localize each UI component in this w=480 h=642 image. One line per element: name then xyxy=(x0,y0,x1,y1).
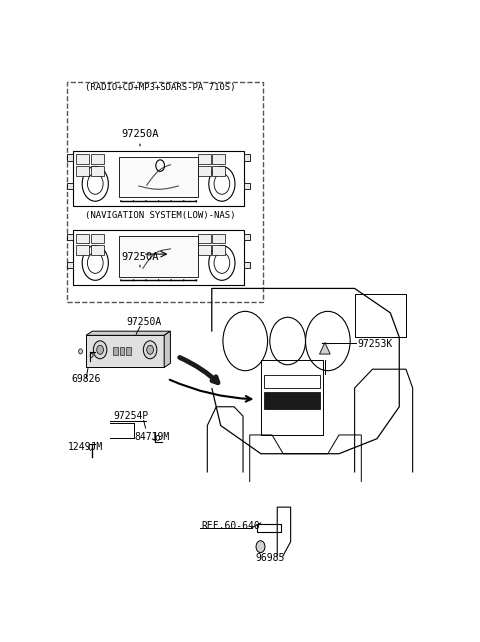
Polygon shape xyxy=(67,234,73,240)
Circle shape xyxy=(147,345,154,354)
Text: 97250A: 97250A xyxy=(121,252,159,263)
Polygon shape xyxy=(198,234,211,243)
Circle shape xyxy=(133,200,134,202)
Polygon shape xyxy=(120,347,124,355)
Circle shape xyxy=(170,200,172,202)
Circle shape xyxy=(79,349,83,354)
Text: 97250A: 97250A xyxy=(121,129,159,139)
Polygon shape xyxy=(76,234,89,243)
Polygon shape xyxy=(91,245,104,255)
Circle shape xyxy=(183,200,184,202)
Circle shape xyxy=(158,200,159,202)
Polygon shape xyxy=(91,234,104,243)
Circle shape xyxy=(145,200,147,202)
Polygon shape xyxy=(126,347,131,355)
Polygon shape xyxy=(119,157,198,197)
Text: REF.60-640: REF.60-640 xyxy=(202,521,260,531)
Circle shape xyxy=(120,200,121,202)
Polygon shape xyxy=(244,262,250,268)
Circle shape xyxy=(96,345,104,354)
Polygon shape xyxy=(244,183,250,189)
Polygon shape xyxy=(264,392,320,409)
Circle shape xyxy=(144,341,157,359)
Text: 96985: 96985 xyxy=(255,553,285,562)
Polygon shape xyxy=(67,262,73,268)
Polygon shape xyxy=(119,236,198,277)
Polygon shape xyxy=(320,342,330,354)
Circle shape xyxy=(158,279,159,281)
Text: 1249JM: 1249JM xyxy=(67,442,103,452)
Polygon shape xyxy=(213,245,225,255)
Text: 69826: 69826 xyxy=(71,374,100,383)
Text: 97253K: 97253K xyxy=(358,339,393,349)
Circle shape xyxy=(196,279,197,281)
Polygon shape xyxy=(213,234,225,243)
Polygon shape xyxy=(164,331,170,367)
Polygon shape xyxy=(76,166,89,176)
Circle shape xyxy=(196,200,197,202)
Polygon shape xyxy=(86,331,170,335)
Polygon shape xyxy=(198,166,211,176)
Text: 97250A: 97250A xyxy=(126,317,161,327)
Polygon shape xyxy=(76,245,89,255)
Circle shape xyxy=(133,279,134,281)
Polygon shape xyxy=(86,335,164,367)
Polygon shape xyxy=(213,166,225,176)
Polygon shape xyxy=(91,166,104,176)
Polygon shape xyxy=(91,155,104,164)
Polygon shape xyxy=(198,155,211,164)
Polygon shape xyxy=(113,347,118,355)
Circle shape xyxy=(170,279,172,281)
Polygon shape xyxy=(198,245,211,255)
Text: (NAVIGATION SYSTEM(LOW)-NAS): (NAVIGATION SYSTEM(LOW)-NAS) xyxy=(85,211,236,220)
Polygon shape xyxy=(76,155,89,164)
Polygon shape xyxy=(67,183,73,189)
Polygon shape xyxy=(213,155,225,164)
Text: 84719M: 84719M xyxy=(134,432,169,442)
Polygon shape xyxy=(67,155,73,161)
Circle shape xyxy=(256,541,265,553)
Circle shape xyxy=(120,279,121,281)
Text: 97254P: 97254P xyxy=(113,411,148,421)
Polygon shape xyxy=(244,155,250,161)
Circle shape xyxy=(183,279,184,281)
Circle shape xyxy=(93,341,107,359)
Text: (RADIO+CD+MP3+SDARS-PA 710S): (RADIO+CD+MP3+SDARS-PA 710S) xyxy=(85,83,236,92)
Polygon shape xyxy=(244,234,250,240)
Circle shape xyxy=(145,279,147,281)
